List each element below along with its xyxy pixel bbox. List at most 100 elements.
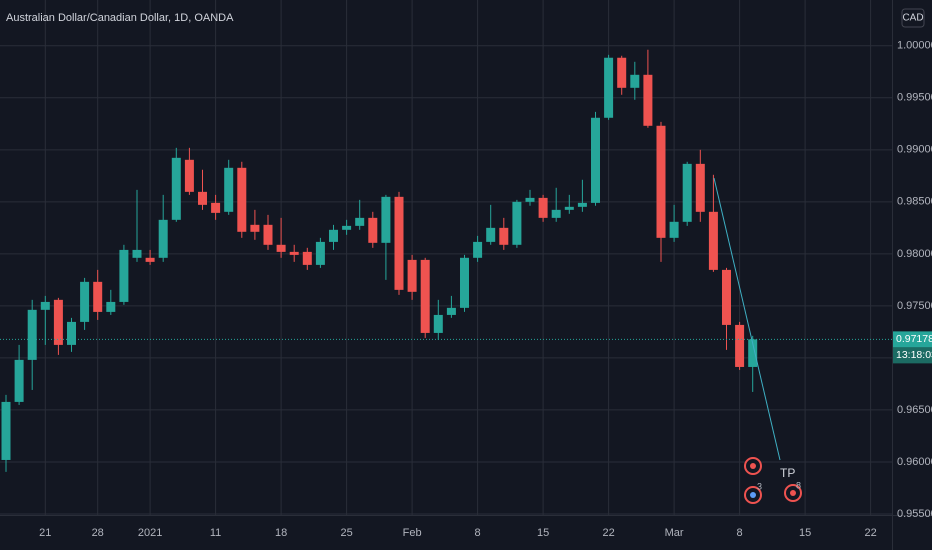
candle-body — [499, 227, 509, 245]
candle-body — [171, 157, 181, 220]
axes: 0.955000.960000.965000.970000.975000.980… — [39, 40, 932, 539]
chart-title: Australian Dollar/Canadian Dollar, 1D, O… — [6, 12, 234, 24]
x-tick-label: 8 — [475, 527, 481, 539]
x-tick-label: Feb — [403, 527, 422, 539]
event-count: 3 — [757, 481, 762, 491]
candle-body — [14, 359, 24, 402]
candle-body — [250, 224, 260, 232]
y-tick-label: 0.99500 — [897, 92, 932, 104]
candle-body — [577, 202, 587, 207]
x-tick-label: 8 — [737, 527, 743, 539]
candle-body — [512, 201, 522, 245]
candle-body — [381, 196, 391, 243]
candle-body — [682, 163, 692, 222]
event-icon-dot — [790, 490, 796, 496]
candle-body — [486, 227, 496, 242]
countdown-box — [893, 347, 932, 364]
candle-body — [145, 257, 155, 262]
candle-body — [748, 339, 758, 367]
candle-body — [538, 197, 548, 218]
candle-body — [211, 202, 221, 213]
candle-body — [158, 219, 168, 258]
annotation: TP — [780, 466, 795, 480]
candle-body — [394, 196, 404, 290]
candle-body — [551, 209, 561, 218]
candle-body — [722, 269, 731, 325]
x-tick-label: 21 — [39, 527, 51, 539]
x-tick-label: 22 — [602, 527, 614, 539]
candle-body — [656, 125, 666, 238]
candle-body — [735, 324, 745, 367]
candle-body — [342, 225, 352, 230]
candle-body — [604, 57, 614, 118]
x-tick-label: Mar — [665, 527, 684, 539]
candle-body — [460, 257, 469, 308]
event-icon-dot — [750, 492, 756, 498]
currency-label: CAD — [902, 13, 923, 24]
y-tick-label: 1.00000 — [897, 40, 932, 52]
event-count: 8 — [796, 480, 801, 490]
trend-line — [713, 177, 781, 461]
candle-body — [329, 229, 338, 242]
candle-body — [420, 259, 430, 333]
x-tick-label: 25 — [340, 527, 352, 539]
candle-body — [198, 191, 207, 205]
candle-body — [695, 163, 705, 212]
candle-body — [184, 159, 194, 192]
x-tick-label: 15 — [537, 527, 549, 539]
currency-button[interactable] — [901, 8, 925, 28]
candle-body — [27, 309, 37, 360]
candle-body — [1, 401, 11, 460]
candle-body — [289, 251, 299, 255]
candles — [1, 49, 758, 472]
candle-body — [355, 217, 365, 226]
candle-body — [40, 301, 50, 310]
last-price-box — [893, 331, 932, 348]
candle-body — [407, 259, 417, 292]
price-tag: 0.97178 13:18:03 — [0, 331, 932, 364]
candle-body — [643, 74, 653, 126]
candle-body — [433, 314, 443, 333]
candle-body — [564, 206, 574, 210]
candle-body — [302, 251, 312, 265]
candle-body — [708, 211, 718, 270]
candle-body — [669, 221, 679, 238]
candle-body — [93, 281, 103, 312]
candle-body — [80, 281, 90, 322]
candle-body — [525, 197, 535, 202]
candle-body — [617, 57, 627, 88]
candle-body — [67, 321, 76, 345]
x-tick-label: 18 — [275, 527, 287, 539]
event-icons: 3 8 — [744, 457, 802, 504]
candle-body — [119, 249, 129, 302]
candle-body — [368, 217, 378, 243]
candle-body — [53, 299, 63, 345]
candle-body — [106, 301, 116, 312]
candle-body — [224, 167, 234, 212]
candle-body — [315, 241, 325, 265]
candle-body — [591, 117, 600, 203]
candle-body — [630, 74, 640, 88]
candle-body — [276, 244, 286, 252]
candle-body — [237, 167, 247, 232]
candle-body — [446, 307, 456, 315]
candle-body — [263, 224, 273, 245]
candle-body — [132, 249, 142, 258]
x-tick-label: 22 — [864, 527, 876, 539]
x-tick-label: 15 — [799, 527, 811, 539]
last-price-label: 0.97178 — [896, 333, 932, 345]
x-tick-label: 28 — [92, 527, 104, 539]
event-icon-dot — [750, 463, 756, 469]
candle-body — [473, 241, 483, 258]
x-tick-label: 2021 — [138, 527, 162, 539]
countdown-label: 13:18:03 — [896, 349, 932, 361]
x-tick-label: 11 — [210, 527, 221, 539]
